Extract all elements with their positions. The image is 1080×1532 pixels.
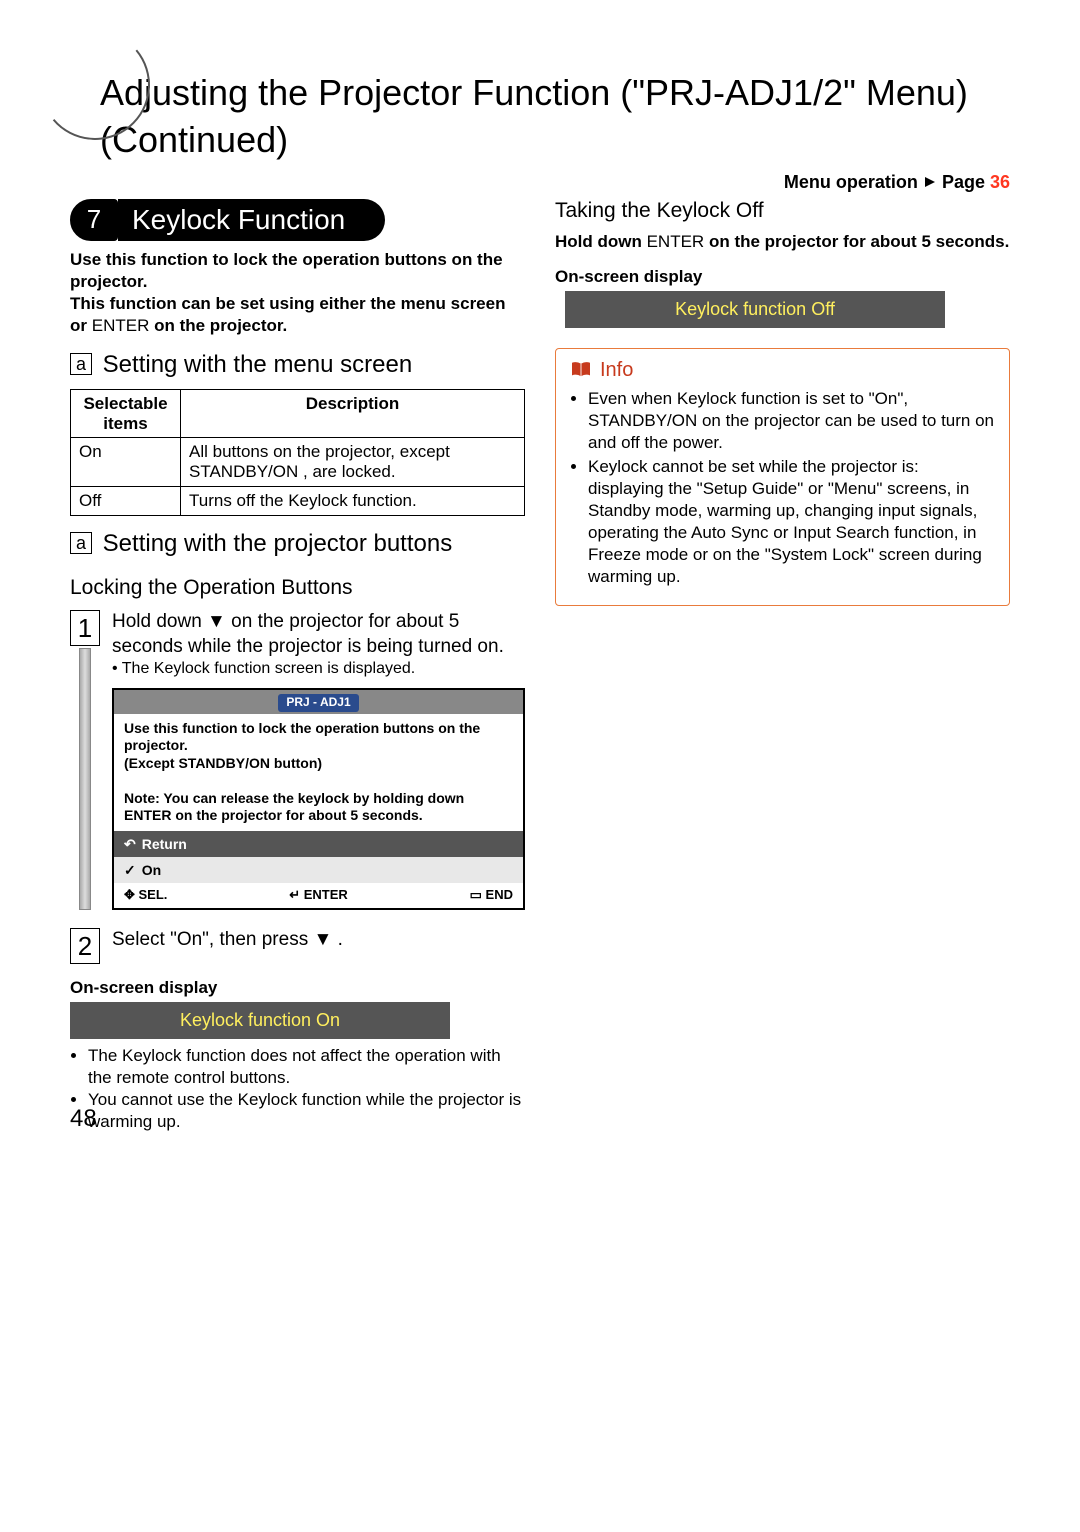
right-instruction: Hold down ENTER on the projector for abo… (555, 231, 1010, 253)
return-icon (124, 835, 136, 853)
step1-text: Hold down on the projector for about 5 s… (112, 611, 504, 657)
osd-header: PRJ - ADJ1 (114, 690, 523, 714)
osd-line3: Note: You can release the keylock by hol… (124, 790, 513, 825)
osd-label-right: On-screen display (555, 267, 1010, 287)
intro-line-b-post: on the projector. (154, 316, 287, 335)
osd-return-row: Return (114, 831, 523, 857)
osd-bar-off: Keylock function Off (565, 291, 945, 328)
down-triangle-icon (202, 611, 231, 632)
prj-badge: PRJ - ADJ1 (278, 694, 358, 712)
section-intro: Use this function to lock the operation … (70, 249, 525, 337)
list-item: You cannot use the Keylock function whil… (88, 1089, 525, 1133)
right-heading: Taking the Keylock Off (555, 199, 1010, 223)
step1-note: • The Keylock function screen is display… (112, 659, 525, 680)
step-2: 2 Select "On", then press . (70, 928, 525, 964)
step-1: 1 Hold down on the projector for about 5… (70, 610, 525, 910)
osd-on-label: On (142, 861, 161, 879)
osd-bar-on: Keylock function On (70, 1002, 450, 1039)
cell-desc: Turns off the Keylock function. (181, 487, 525, 516)
info-list: Even when Keylock function is set to "On… (588, 388, 995, 589)
subhead-menu-screen: a Setting with the menu screen (70, 351, 525, 379)
intro-enter-key: ENTER (92, 316, 150, 335)
list-item: Keylock cannot be set while the projecto… (588, 456, 995, 589)
step-connector (79, 648, 91, 910)
menu-op-page: Page (942, 172, 990, 192)
step-number: 2 (70, 928, 100, 964)
menu-operation-ref: Menu operation Page 36 (70, 172, 1010, 193)
osd-footer: SEL. ENTER END (114, 883, 523, 908)
end-icon (470, 887, 486, 902)
right-column: Taking the Keylock Off Hold down ENTER o… (555, 199, 1010, 1134)
osd-screenshot: PRJ - ADJ1 Use this function to lock the… (112, 688, 525, 910)
menu-op-label: Menu operation (784, 172, 923, 192)
page-title: Adjusting the Projector Function ("PRJ-A… (100, 70, 1010, 164)
left-bullets: The Keylock function does not affect the… (70, 1045, 525, 1133)
info-title: Info (600, 359, 633, 382)
down-triangle-icon (308, 929, 337, 950)
menu-op-num: 36 (990, 172, 1010, 192)
check-icon (124, 861, 136, 879)
desc-text-a: All buttons on the projector, except (189, 442, 450, 461)
osd-return-label: Return (142, 835, 187, 853)
desc-text-b: , are locked. (303, 462, 396, 481)
subhead-a-text: Setting with the menu screen (103, 351, 413, 378)
osd-enter: ENTER (304, 887, 348, 902)
enter-icon (289, 887, 304, 902)
osd-sel: SEL. (139, 887, 168, 902)
info-box: Info Even when Keylock function is set t… (555, 348, 1010, 606)
info-heading: Info (570, 359, 995, 382)
right-pre: Hold down (555, 232, 647, 251)
step2-text: Select "On", then press . (112, 928, 525, 964)
osd-label-left: On-screen display (70, 978, 525, 998)
table-header-desc: Description (181, 389, 525, 437)
cell-desc: All buttons on the projector, except STA… (181, 438, 525, 487)
table-row: Off Turns off the Keylock function. (71, 487, 525, 516)
osd-end: END (486, 887, 513, 902)
a-mark-icon: a (70, 532, 92, 554)
a-mark-icon: a (70, 353, 92, 375)
section-title: Keylock Function (118, 199, 385, 241)
selectable-items-table: Selectable items Description On All butt… (70, 389, 525, 516)
list-item: The Keylock function does not affect the… (88, 1045, 525, 1089)
left-column: 7 Keylock Function Use this function to … (70, 199, 525, 1134)
cell-item: On (71, 438, 181, 487)
step1-note-text: The Keylock function screen is displayed… (122, 660, 415, 677)
subhead-projector-buttons: a Setting with the projector buttons (70, 530, 525, 558)
osd-line2: (Except STANDBY/ON button) (124, 755, 513, 773)
book-icon (570, 361, 592, 379)
table-header-items: Selectable items (71, 389, 181, 437)
step-number: 1 (70, 610, 100, 646)
sel-icon (124, 887, 139, 902)
right-enter-key: ENTER (647, 232, 705, 251)
page-number: 48 (70, 1105, 97, 1133)
table-row: On All buttons on the projector, except … (71, 438, 525, 487)
cell-item: Off (71, 487, 181, 516)
desc-key: STANDBY/ON (189, 462, 298, 481)
intro-line-a: Use this function to lock the operation … (70, 250, 503, 291)
right-post: on the projector for about 5 seconds. (709, 232, 1009, 251)
osd-line1: Use this function to lock the operation … (124, 720, 513, 755)
subhead-b-text: Setting with the projector buttons (103, 530, 453, 557)
sub2-locking: Locking the Operation Buttons (70, 576, 525, 600)
osd-on-row: On (114, 857, 523, 883)
osd-body-text: Use this function to lock the operation … (114, 714, 523, 831)
list-item: Even when Keylock function is set to "On… (588, 388, 995, 454)
section-header: 7 Keylock Function (70, 199, 525, 241)
section-number: 7 (70, 199, 118, 241)
